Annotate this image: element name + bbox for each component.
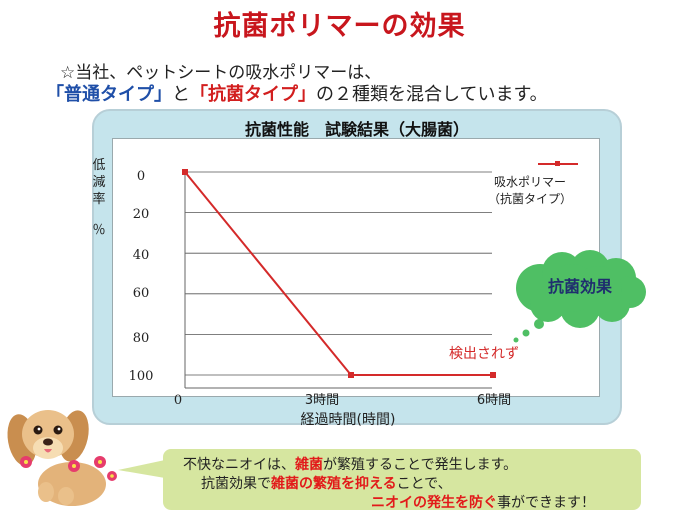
intro-suffix: の２種類を混合しています。 bbox=[316, 84, 548, 105]
note-highlight: ニオイの発生を防ぐ bbox=[371, 495, 497, 511]
note-line-1: 不快なニオイは、雑菌が繁殖することで発生します。 bbox=[183, 454, 517, 474]
chart-title: 抗菌性能 試験結果（大腸菌） bbox=[244, 120, 469, 139]
bubble-part bbox=[574, 266, 622, 314]
explanation-note: 不快なニオイは、雑菌が繁殖することで発生します。 抗菌効果で雑菌の繁殖を抑えるこ… bbox=[163, 449, 641, 512]
x-tick-label: 6時間 bbox=[477, 393, 511, 408]
legend-label: 吸水ポリマー bbox=[494, 175, 566, 189]
note-highlight: 雑菌 bbox=[295, 457, 323, 473]
x-tick-label: 3時間 bbox=[305, 393, 339, 408]
note-highlight: 雑菌の繁殖を抑える bbox=[271, 476, 397, 492]
note-text: 事ができます！ bbox=[497, 495, 595, 511]
y-tick-label: 60 bbox=[133, 286, 150, 301]
effect-bubble bbox=[516, 250, 646, 328]
bubble-tail-dot bbox=[534, 319, 544, 329]
data-point bbox=[182, 169, 188, 175]
bubble-tail-dot bbox=[513, 337, 519, 343]
intro-line-1: ☆当社、ペットシートの吸水ポリマーは、 bbox=[60, 63, 382, 83]
y-tick-label: 40 bbox=[133, 248, 150, 263]
y-axis-label-char: ％ bbox=[92, 223, 106, 238]
note-line-2: 抗菌効果で雑菌の繁殖を抑えることで、 bbox=[201, 473, 452, 493]
note-line-3: ニオイの発生を防ぐ事ができます！ bbox=[371, 492, 595, 512]
data-point bbox=[490, 372, 496, 378]
x-tick-label: 0 bbox=[174, 393, 182, 408]
legend-label: （抗菌タイプ） bbox=[488, 191, 572, 206]
intro-line-2: 「普通タイプ」と「抗菌タイプ」の２種類を混合しています。 bbox=[46, 80, 548, 106]
note-text: が繁殖することで発生します。 bbox=[323, 457, 518, 473]
page-title: 抗菌ポリマーの効果 bbox=[213, 11, 466, 42]
not-detected-annotation: 検出されず bbox=[449, 346, 519, 362]
y-tick-label: 0 bbox=[137, 169, 145, 184]
y-tick-label: 20 bbox=[133, 207, 150, 222]
y-axis-label-char: 率 bbox=[92, 192, 106, 207]
y-axis-label-char: 低 bbox=[92, 158, 106, 173]
legend-marker bbox=[555, 161, 560, 166]
antibacterial-type-label: 「抗菌タイプ」 bbox=[190, 84, 316, 105]
y-tick-label: 80 bbox=[133, 331, 150, 346]
data-point bbox=[348, 372, 354, 378]
note-text: 抗菌効果で bbox=[201, 476, 271, 492]
note-text: ことで、 bbox=[396, 476, 452, 492]
note-text: 不快なニオイは、 bbox=[183, 457, 295, 473]
bubble-label: 抗菌効果 bbox=[548, 277, 613, 296]
normal-type-label: 「普通タイプ」 bbox=[46, 84, 172, 105]
y-axis-label: 低減率 ％ bbox=[90, 157, 108, 239]
intro-conjunction: と bbox=[172, 84, 190, 105]
y-axis-label-char: 減 bbox=[92, 175, 106, 190]
bubble-tail-dot bbox=[522, 329, 530, 337]
x-axis-label: 経過時間(時間) bbox=[301, 412, 396, 428]
y-tick-label: 100 bbox=[129, 369, 154, 384]
dog-illustration bbox=[7, 410, 117, 506]
